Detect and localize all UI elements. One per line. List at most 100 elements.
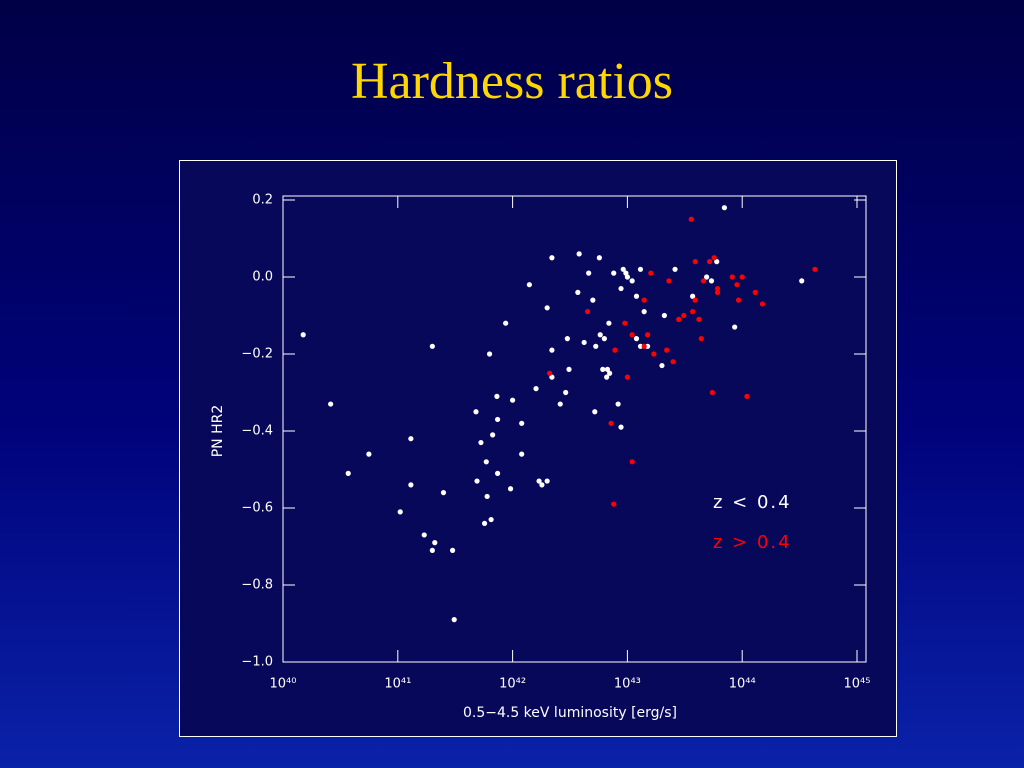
data-point <box>709 389 715 396</box>
data-point <box>690 293 696 299</box>
y-tick-label: 0.0 <box>252 270 273 285</box>
data-point <box>729 274 735 280</box>
data-point <box>629 332 635 338</box>
data-point <box>421 532 427 538</box>
data-point <box>714 259 720 265</box>
data-point <box>651 351 657 357</box>
y-tick-label: −0.4 <box>241 424 273 439</box>
data-point <box>692 259 698 265</box>
data-point <box>503 320 509 326</box>
data-point <box>604 366 611 372</box>
data-point <box>641 309 647 315</box>
data-point <box>478 439 484 446</box>
y-tick-label: −0.2 <box>241 347 273 362</box>
data-point <box>681 312 687 319</box>
data-point <box>706 259 713 265</box>
data-point <box>490 432 496 438</box>
data-point <box>544 305 550 311</box>
data-point <box>576 251 582 257</box>
data-point <box>714 285 721 292</box>
x-tick-label: 10⁴³ <box>614 677 641 692</box>
data-point <box>735 297 742 303</box>
data-point <box>488 516 494 523</box>
data-point <box>692 297 698 303</box>
data-point <box>600 366 606 372</box>
data-point <box>611 270 617 276</box>
data-point <box>494 470 501 476</box>
data-point <box>345 470 351 476</box>
x-tick-label: 10⁴⁰ <box>270 677 297 692</box>
data-point <box>526 282 532 288</box>
data-point <box>711 255 717 261</box>
data-point <box>536 478 542 484</box>
data-point <box>546 370 553 376</box>
data-point <box>408 436 414 442</box>
plot-frame <box>282 195 867 663</box>
data-point <box>549 374 555 380</box>
data-point <box>700 278 707 284</box>
data-point <box>494 416 501 423</box>
data-point <box>604 374 610 380</box>
data-point <box>704 274 710 280</box>
data-point <box>484 493 490 500</box>
data-point <box>575 289 581 295</box>
x-tick-label: 10⁴⁵ <box>844 677 871 692</box>
data-point <box>633 293 640 299</box>
data-point <box>734 282 740 288</box>
data-point <box>544 478 550 484</box>
data-point <box>752 289 758 295</box>
data-point <box>473 409 479 415</box>
data-point <box>641 343 647 349</box>
data-point <box>641 297 647 303</box>
data-point <box>739 274 745 280</box>
data-point <box>563 389 569 396</box>
data-point <box>481 520 488 527</box>
data-point <box>615 401 621 407</box>
data-point <box>666 278 672 284</box>
data-point <box>732 324 738 330</box>
data-point <box>676 316 682 322</box>
data-point <box>366 451 372 457</box>
data-point <box>637 343 644 349</box>
data-point <box>592 409 598 415</box>
x-axis-label: 0.5−4.5 keV luminosity [erg/s] <box>463 705 677 721</box>
data-point <box>429 343 435 349</box>
data-point <box>648 270 654 276</box>
data-point <box>607 370 613 376</box>
slide-title: Hardness ratios <box>351 53 673 110</box>
data-point <box>688 216 694 222</box>
data-point <box>696 316 702 322</box>
data-point <box>486 351 493 357</box>
data-point <box>708 278 715 284</box>
data-point <box>812 266 818 272</box>
y-tick-label: −1.0 <box>241 655 273 670</box>
data-point <box>714 289 721 295</box>
chart-panel <box>179 160 897 737</box>
legend-entry: z < 0.4 <box>713 492 792 513</box>
legend-entry: z > 0.4 <box>713 532 792 553</box>
data-point <box>637 266 644 272</box>
data-point <box>507 486 514 492</box>
data-point <box>624 274 631 280</box>
data-point <box>509 397 516 403</box>
data-point <box>608 420 614 426</box>
data-point <box>606 320 612 326</box>
data-point <box>449 547 456 553</box>
data-point <box>612 347 618 353</box>
data-point <box>432 540 438 546</box>
data-point <box>601 336 607 342</box>
data-point <box>622 320 628 326</box>
x-tick-label: 10⁴⁴ <box>729 677 756 692</box>
data-point <box>799 278 805 284</box>
data-point <box>564 336 570 342</box>
y-tick-label: −0.8 <box>241 578 273 593</box>
data-point <box>744 393 750 399</box>
data-point <box>593 343 599 349</box>
data-point <box>672 266 678 272</box>
y-tick-label: 0.2 <box>252 193 273 208</box>
data-point <box>533 386 539 392</box>
data-point <box>698 336 704 342</box>
